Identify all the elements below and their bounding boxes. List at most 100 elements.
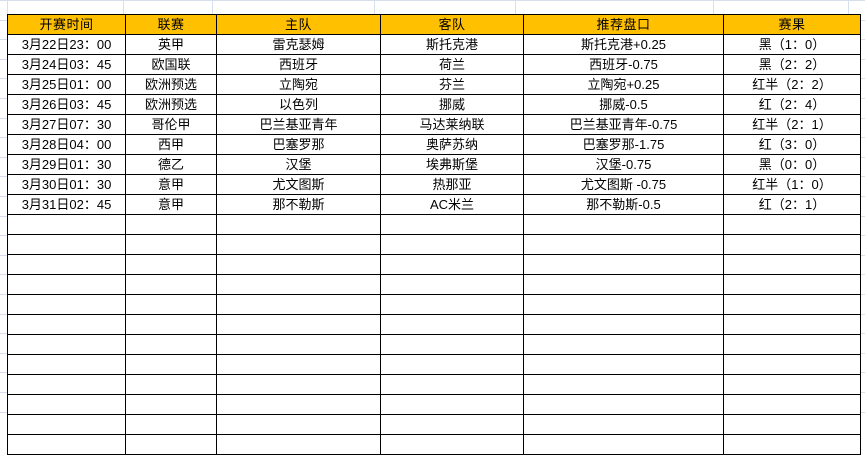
- cell-empty[interactable]: [723, 374, 861, 395]
- cell-result[interactable]: 红（2：4）: [723, 94, 861, 115]
- table-row[interactable]: 3月31日02：45 意甲 那不勒斯 AC米兰 那不勒斯-0.5 红（2：1）: [7, 194, 861, 215]
- cell-empty[interactable]: [523, 274, 724, 295]
- cell-empty[interactable]: [125, 334, 217, 355]
- cell-empty[interactable]: [125, 254, 217, 275]
- column-header-away-team[interactable]: 客队: [380, 14, 524, 35]
- cell-empty[interactable]: [380, 394, 524, 415]
- cell-empty[interactable]: [216, 214, 381, 235]
- table-row[interactable]: 3月27日07：30 哥伦甲 巴兰基亚青年 马达莱纳联 巴兰基亚青年-0.75 红半（2：…: [7, 114, 861, 135]
- cell-empty[interactable]: [723, 434, 861, 455]
- table-row[interactable]: 3月26日03：45 欧洲预选 以色列 挪威 挪威-0.5 红（2：4）: [7, 94, 861, 115]
- cell-handicap[interactable]: 汉堡-0.75: [523, 154, 724, 175]
- cell-empty[interactable]: [216, 314, 381, 335]
- cell-result[interactable]: 红半（2：2）: [723, 74, 861, 95]
- cell-empty[interactable]: [523, 214, 724, 235]
- cell-empty[interactable]: [380, 314, 524, 335]
- cell-result[interactable]: 黑（0：0）: [723, 154, 861, 175]
- cell-empty[interactable]: [523, 234, 724, 255]
- cell-empty[interactable]: [723, 274, 861, 295]
- cell-league[interactable]: 哥伦甲: [125, 114, 217, 135]
- cell-handicap[interactable]: 巴塞罗那-1.75: [523, 134, 724, 155]
- table-row-empty[interactable]: [7, 394, 861, 415]
- cell-empty[interactable]: [125, 294, 217, 315]
- cell-league[interactable]: 德乙: [125, 154, 217, 175]
- cell-empty[interactable]: [380, 294, 524, 315]
- cell-handicap[interactable]: 那不勒斯-0.5: [523, 194, 724, 215]
- cell-empty[interactable]: [125, 234, 217, 255]
- cell-result[interactable]: 红（2：1）: [723, 194, 861, 215]
- cell-empty[interactable]: [380, 234, 524, 255]
- cell-start-time[interactable]: 3月30日01：30: [7, 174, 126, 195]
- cell-handicap[interactable]: 挪威-0.5: [523, 94, 724, 115]
- cell-away-team[interactable]: 热那亚: [380, 174, 524, 195]
- cell-empty[interactable]: [523, 294, 724, 315]
- cell-start-time[interactable]: 3月24日03：45: [7, 54, 126, 75]
- column-header-result[interactable]: 赛果: [723, 14, 861, 35]
- cell-start-time[interactable]: 3月25日01：00: [7, 74, 126, 95]
- column-header-handicap[interactable]: 推荐盘口: [523, 14, 724, 35]
- cell-handicap[interactable]: 尤文图斯 -0.75: [523, 174, 724, 195]
- cell-away-team[interactable]: 斯托克港: [380, 34, 524, 55]
- cell-start-time[interactable]: 3月26日03：45: [7, 94, 126, 115]
- cell-start-time[interactable]: 3月28日04：00: [7, 134, 126, 155]
- cell-league[interactable]: 西甲: [125, 134, 217, 155]
- cell-empty[interactable]: [723, 214, 861, 235]
- cell-empty[interactable]: [216, 254, 381, 275]
- table-row[interactable]: 3月29日01：30 德乙 汉堡 埃弗斯堡 汉堡-0.75 黑（0：0）: [7, 154, 861, 175]
- cell-empty[interactable]: [723, 314, 861, 335]
- column-header-league[interactable]: 联赛: [125, 14, 217, 35]
- cell-empty[interactable]: [723, 354, 861, 375]
- cell-empty[interactable]: [125, 374, 217, 395]
- cell-empty[interactable]: [380, 414, 524, 435]
- table-row[interactable]: 3月22日23：00 英甲 雷克瑟姆 斯托克港 斯托克港+0.25 黑（1：0）: [7, 34, 861, 55]
- cell-empty[interactable]: [523, 314, 724, 335]
- cell-empty[interactable]: [523, 374, 724, 395]
- cell-handicap[interactable]: 斯托克港+0.25: [523, 34, 724, 55]
- cell-empty[interactable]: [7, 334, 126, 355]
- cell-home-team[interactable]: 以色列: [216, 94, 381, 115]
- cell-empty[interactable]: [7, 434, 126, 455]
- cell-empty[interactable]: [723, 394, 861, 415]
- cell-empty[interactable]: [7, 354, 126, 375]
- cell-empty[interactable]: [216, 274, 381, 295]
- table-row-empty[interactable]: [7, 274, 861, 295]
- table-row-empty[interactable]: [7, 314, 861, 335]
- column-header-home-team[interactable]: 主队: [216, 14, 381, 35]
- cell-away-team[interactable]: 荷兰: [380, 54, 524, 75]
- column-header-start-time[interactable]: 开赛时间: [7, 14, 126, 35]
- cell-league[interactable]: 意甲: [125, 174, 217, 195]
- cell-empty[interactable]: [125, 274, 217, 295]
- cell-empty[interactable]: [523, 254, 724, 275]
- cell-empty[interactable]: [523, 394, 724, 415]
- cell-empty[interactable]: [380, 434, 524, 455]
- cell-away-team[interactable]: 挪威: [380, 94, 524, 115]
- cell-empty[interactable]: [7, 414, 126, 435]
- cell-empty[interactable]: [723, 414, 861, 435]
- cell-empty[interactable]: [7, 374, 126, 395]
- cell-home-team[interactable]: 巴塞罗那: [216, 134, 381, 155]
- table-row-empty[interactable]: [7, 294, 861, 315]
- cell-empty[interactable]: [216, 334, 381, 355]
- cell-empty[interactable]: [7, 294, 126, 315]
- cell-empty[interactable]: [216, 294, 381, 315]
- cell-empty[interactable]: [216, 394, 381, 415]
- cell-empty[interactable]: [7, 394, 126, 415]
- cell-empty[interactable]: [523, 434, 724, 455]
- cell-empty[interactable]: [723, 334, 861, 355]
- cell-empty[interactable]: [723, 234, 861, 255]
- table-row-empty[interactable]: [7, 434, 861, 455]
- cell-result[interactable]: 黑（2：2）: [723, 54, 861, 75]
- cell-empty[interactable]: [380, 334, 524, 355]
- cell-empty[interactable]: [216, 414, 381, 435]
- cell-league[interactable]: 欧洲预选: [125, 94, 217, 115]
- cell-result[interactable]: 黑（1：0）: [723, 34, 861, 55]
- cell-start-time[interactable]: 3月27日07：30: [7, 114, 126, 135]
- table-row[interactable]: 3月30日01：30 意甲 尤文图斯 热那亚 尤文图斯 -0.75 红半（1：0）: [7, 174, 861, 195]
- table-row-empty[interactable]: [7, 354, 861, 375]
- table-row-empty[interactable]: [7, 234, 861, 255]
- cell-home-team[interactable]: 雷克瑟姆: [216, 34, 381, 55]
- table-row[interactable]: 3月25日01：00 欧洲预选 立陶宛 芬兰 立陶宛+0.25 红半（2：2）: [7, 74, 861, 95]
- cell-empty[interactable]: [523, 414, 724, 435]
- cell-empty[interactable]: [216, 234, 381, 255]
- cell-empty[interactable]: [380, 214, 524, 235]
